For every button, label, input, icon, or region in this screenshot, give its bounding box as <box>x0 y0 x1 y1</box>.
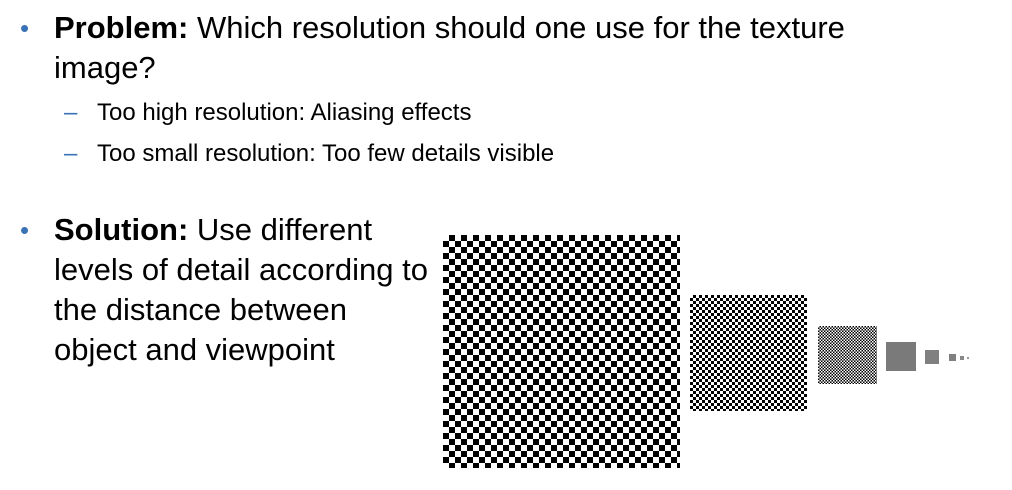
solution-label: Solution: <box>54 212 189 247</box>
problem-label: Problem: <box>54 10 189 45</box>
sub-item-text: Too small resolution: Too few details vi… <box>97 140 555 167</box>
mipmap-level-4 <box>925 350 939 364</box>
solution-body: Use different levels of detail according… <box>54 212 428 367</box>
bullet-dot: • <box>20 13 30 43</box>
problem-text: Problem: Which resolution should one use… <box>54 8 954 88</box>
mipmap-level-6 <box>960 356 964 360</box>
solution-text: Solution: Use different levels of detail… <box>54 210 429 370</box>
dash-icon: – <box>64 99 78 126</box>
mipmap-level-5 <box>949 354 956 361</box>
sub-item-text: Too high resolution: Aliasing effects <box>97 99 472 126</box>
mipmap-level-3 <box>886 342 916 371</box>
problem-body: Which resolution should one use for the … <box>54 10 845 85</box>
mipmap-level-7 <box>967 357 969 359</box>
mipmap-level-1 <box>690 295 807 411</box>
mipmap-level-2 <box>818 326 877 384</box>
dash-icon: – <box>64 140 78 167</box>
bullet-dot: • <box>20 215 30 245</box>
mipmap-level-0 <box>443 235 680 468</box>
